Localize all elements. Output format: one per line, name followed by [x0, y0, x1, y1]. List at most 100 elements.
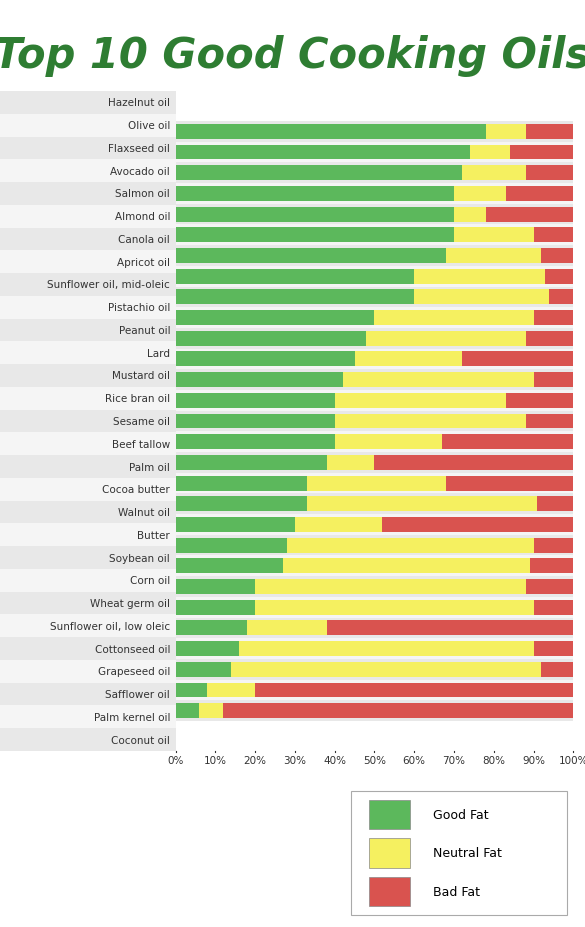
Bar — [176, 535, 573, 556]
Bar — [176, 332, 366, 347]
Bar — [0, 387, 176, 410]
Bar — [176, 538, 287, 553]
Bar — [255, 683, 573, 698]
Text: Sunflower oil, mid-oleic: Sunflower oil, mid-oleic — [47, 280, 170, 290]
Bar — [176, 659, 573, 679]
Bar — [525, 579, 573, 594]
Bar — [176, 517, 295, 532]
Bar — [538, 497, 573, 512]
Bar — [369, 800, 410, 830]
Bar — [176, 125, 486, 140]
Text: Peanut oil: Peanut oil — [119, 325, 170, 336]
Bar — [0, 297, 176, 319]
Bar — [176, 352, 355, 367]
Bar — [255, 600, 534, 615]
Bar — [525, 125, 573, 140]
Bar — [176, 473, 573, 494]
Bar — [176, 290, 414, 305]
Text: 30%: 30% — [283, 756, 307, 766]
Bar — [0, 502, 176, 524]
Bar — [0, 705, 176, 729]
Bar — [529, 559, 573, 574]
Bar — [545, 270, 573, 285]
Bar — [176, 166, 462, 181]
Bar — [351, 791, 567, 915]
Bar — [176, 163, 573, 184]
Bar — [176, 225, 573, 246]
Bar — [0, 433, 176, 456]
Bar — [239, 641, 534, 656]
Bar — [0, 273, 176, 297]
Bar — [505, 186, 573, 202]
Text: Wheat germ oil: Wheat germ oil — [90, 599, 170, 608]
Bar — [176, 579, 255, 594]
Text: Permission to reprint from:: Permission to reprint from: — [23, 797, 182, 810]
Bar — [0, 410, 176, 433]
Bar — [454, 208, 486, 222]
Bar — [176, 455, 326, 470]
Bar — [542, 662, 573, 677]
Bar — [176, 248, 446, 263]
Bar — [486, 208, 573, 222]
Bar — [176, 370, 573, 390]
Bar — [176, 308, 573, 328]
Text: Bad Fat: Bad Fat — [433, 885, 480, 898]
Bar — [0, 729, 176, 751]
Bar — [525, 414, 573, 429]
Text: Safflower oil: Safflower oil — [105, 690, 170, 699]
Bar — [176, 432, 573, 452]
Bar — [176, 311, 374, 325]
Bar — [343, 373, 534, 387]
Bar — [0, 456, 176, 478]
Text: Walnut oil: Walnut oil — [118, 507, 170, 517]
Bar — [335, 393, 505, 408]
Text: Cottonseed oil: Cottonseed oil — [95, 644, 170, 654]
Bar — [176, 146, 470, 160]
Bar — [176, 476, 307, 491]
Bar — [176, 267, 573, 287]
Bar — [534, 600, 573, 615]
Bar — [176, 184, 573, 205]
Bar — [295, 517, 383, 532]
Text: Lard: Lard — [147, 349, 170, 359]
Bar — [374, 311, 534, 325]
Text: Copyright 2010 - Gloria Tsang: Copyright 2010 - Gloria Tsang — [23, 902, 185, 912]
Text: Sunflower oil, low oleic: Sunflower oil, low oleic — [50, 621, 170, 631]
Bar — [326, 621, 573, 636]
Bar — [176, 390, 573, 412]
Bar — [176, 600, 255, 615]
Bar — [0, 524, 176, 547]
Bar — [335, 414, 525, 429]
Bar — [369, 838, 410, 868]
Bar — [176, 412, 573, 432]
Text: Hazelnut oil: Hazelnut oil — [108, 98, 170, 108]
Bar — [176, 577, 573, 597]
Bar — [462, 352, 573, 367]
Bar — [549, 290, 573, 305]
Text: Apricot oil: Apricot oil — [117, 258, 170, 267]
Bar — [534, 641, 573, 656]
Text: 80%: 80% — [482, 756, 505, 766]
Bar — [0, 342, 176, 364]
Bar — [176, 704, 199, 718]
Bar — [176, 270, 414, 285]
Bar — [176, 414, 335, 429]
Bar — [247, 621, 326, 636]
Bar — [307, 497, 538, 512]
Bar — [470, 146, 510, 160]
Bar — [534, 311, 573, 325]
Text: Beef tallow: Beef tallow — [112, 439, 170, 450]
Bar — [510, 146, 573, 160]
Text: 90%: 90% — [522, 756, 545, 766]
Text: Avocado oil: Avocado oil — [111, 167, 170, 176]
Bar — [326, 455, 374, 470]
Bar — [414, 290, 549, 305]
Bar — [176, 228, 454, 243]
Bar — [442, 435, 573, 450]
Bar — [454, 228, 534, 243]
Bar — [176, 679, 573, 701]
Bar — [176, 597, 573, 618]
Bar — [454, 186, 505, 202]
Bar — [176, 205, 573, 225]
Bar — [176, 328, 573, 349]
